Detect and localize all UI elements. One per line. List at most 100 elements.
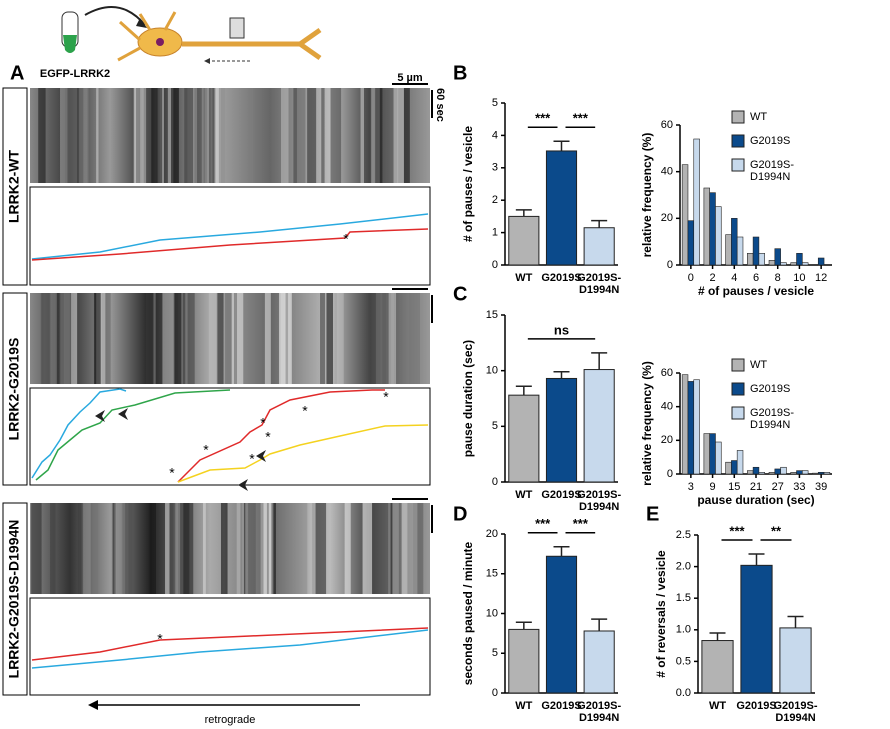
asterisk: * [265, 429, 271, 445]
kymograph-stripe [406, 503, 418, 594]
kymograph-stripe [388, 503, 391, 594]
kymograph-stripe [288, 293, 292, 384]
bar [817, 257, 825, 266]
trace [31, 629, 429, 669]
x-tick-label: 6 [753, 272, 759, 284]
x-tick-label: G2019S-D1994N [577, 489, 621, 513]
kymograph-stripe [278, 293, 290, 384]
legend-swatch [731, 382, 745, 396]
arrowhead [88, 700, 98, 710]
arrowhead [238, 479, 248, 491]
y-tick-label: 1 [492, 227, 498, 239]
bar [736, 236, 744, 266]
arrow [84, 6, 146, 26]
kymograph-stripe [41, 293, 50, 384]
bar [545, 377, 578, 483]
bar [796, 253, 803, 266]
asterisk: * [343, 231, 349, 247]
legend-label: WT [750, 111, 767, 123]
kymograph-stripe [217, 293, 224, 384]
row-label: LRRK2-G2019S-D1994N [6, 520, 22, 679]
bar [725, 461, 732, 475]
trace [31, 388, 127, 479]
label: EGFP-LRRK2 [40, 68, 110, 80]
bar [715, 206, 722, 266]
bar [758, 472, 765, 475]
kymograph-stripe [202, 503, 206, 594]
kymograph-stripe [184, 88, 194, 183]
kymograph [30, 88, 430, 183]
asterisk: * [203, 442, 209, 458]
bar [802, 262, 809, 266]
kymograph-stripe [174, 293, 182, 384]
y-tick-label: 10 [486, 365, 498, 377]
arrowhead [95, 410, 105, 422]
x-tick-label: WT [515, 272, 532, 284]
y-axis-label: # of reversals / vesicle [654, 550, 668, 678]
x-tick-label: 8 [775, 272, 781, 284]
bar [709, 192, 716, 266]
bar [693, 138, 700, 266]
legend-swatch [731, 134, 745, 148]
trace [177, 389, 385, 483]
y-tick-label: 60 [661, 119, 673, 131]
bar [508, 215, 540, 266]
panel-label: A [10, 62, 24, 84]
legend-swatch [731, 110, 745, 124]
y-axis-label: # of pauses / vesicle [461, 126, 475, 242]
bar [796, 470, 803, 475]
kymograph-stripe [409, 293, 420, 384]
asterisk: * [157, 631, 163, 647]
x-tick-label: 39 [815, 481, 827, 493]
nucleus [156, 38, 164, 46]
kymograph-stripe [120, 503, 129, 594]
kymograph-stripe [146, 293, 156, 384]
trace [31, 627, 429, 661]
kymograph-stripe [241, 503, 245, 594]
kymograph-stripe [263, 503, 267, 594]
y-tick-label: 3 [492, 162, 498, 174]
kymograph-stripe [249, 88, 253, 183]
legend-label: G2019S [750, 135, 790, 147]
y-tick-label: 20 [661, 212, 673, 224]
kymograph-stripe [326, 293, 333, 384]
x-tick-label: 12 [815, 272, 827, 284]
y-tick-label: 1.0 [676, 624, 691, 636]
kymograph-stripe [236, 503, 244, 594]
kymograph-stripe [221, 88, 225, 183]
legend-swatch [731, 358, 745, 372]
legend-label: G2019S-D1994N [750, 159, 794, 183]
bar [715, 441, 722, 475]
kymograph-stripe [293, 88, 297, 183]
kymograph-stripe [371, 88, 380, 183]
x-tick-label: G2019S [541, 700, 581, 712]
y-tick-label: 15 [486, 568, 498, 580]
bar [725, 234, 732, 266]
kymograph-stripe [91, 503, 99, 594]
kymograph-stripe [398, 88, 410, 183]
y-tick-label: 20 [486, 528, 498, 540]
bar [583, 369, 615, 483]
bar [703, 433, 710, 475]
row-label-box [2, 87, 28, 286]
kymograph-stripe [156, 88, 163, 183]
kymograph-stripe [77, 503, 84, 594]
y-tick-label: 0 [492, 259, 498, 271]
kymograph-stripe [65, 88, 77, 183]
kymograph-stripe [59, 293, 72, 384]
y-tick-label: 2 [492, 194, 498, 206]
bar [790, 472, 797, 475]
significance-label: *** [535, 111, 551, 126]
kymograph-stripe [38, 88, 46, 183]
x-tick-label: 10 [793, 272, 805, 284]
x-tick-label: G2019S [541, 489, 581, 501]
kymograph-stripe [194, 88, 202, 183]
y-tick-label: 2.0 [676, 561, 691, 573]
x-tick-label: 21 [750, 481, 762, 493]
legend-label: WT [750, 359, 767, 371]
arrowhead [204, 58, 210, 64]
kymograph-stripe [125, 503, 133, 594]
error-bar [748, 553, 765, 566]
y-tick-label: 0 [492, 687, 498, 699]
